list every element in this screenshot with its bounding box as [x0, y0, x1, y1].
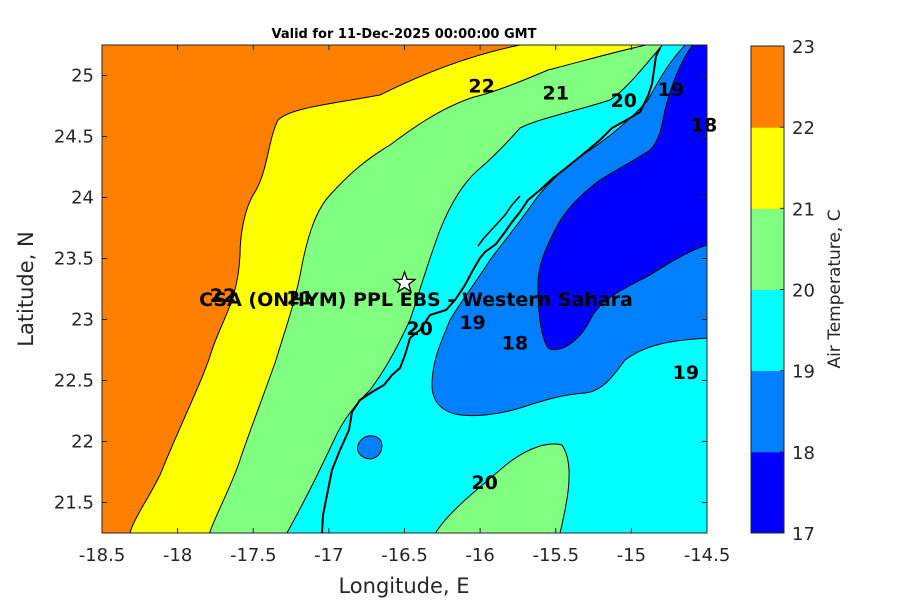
contour-label: 20 — [611, 90, 637, 112]
colorbar-segment — [751, 46, 784, 128]
y-tick-label: 25 — [71, 66, 94, 87]
band-17-18 — [537, 45, 707, 351]
x-axis-label: Longitude, E — [338, 574, 469, 598]
contour-label: 21 — [543, 83, 569, 105]
y-tick-label: 21.5 — [54, 493, 94, 514]
x-tick-label: -17.5 — [230, 545, 277, 566]
x-tick-label: -15 — [617, 545, 646, 566]
colorbar-tick-label: 17 — [792, 524, 815, 545]
station-star-icon — [392, 269, 417, 294]
colorbar-segment — [751, 451, 784, 534]
x-tick-label: -18 — [163, 545, 192, 566]
colorbar-segment — [751, 208, 784, 290]
colorbar-tick-label: 19 — [792, 362, 815, 383]
colorbar-tick-label: 21 — [792, 199, 815, 220]
colorbar-tick-label: 18 — [792, 443, 815, 464]
colorbar-label: Air Temperature, C — [825, 209, 845, 368]
y-tick-label: 23.5 — [54, 249, 94, 270]
contour-label: 19 — [657, 79, 683, 101]
axis-ticks: -18.5 -18 -17.5 -17 -16.5 -16 -15.5 -15 -14.5 21.… — [54, 45, 730, 566]
station-marker: CSA (ONHYM) PPL EBS - Western Sahara — [199, 269, 633, 311]
band-18-19-blob — [357, 435, 383, 460]
colorbar: 17 18 19 20 21 22 23 — [750, 37, 815, 545]
contour-label: 20 — [471, 472, 497, 494]
y-tick-label: 24.5 — [54, 127, 94, 148]
contour-label: 21 — [287, 288, 313, 310]
contour-label: 22 — [468, 75, 494, 97]
contour-label: 18 — [691, 114, 717, 136]
x-tick-label: -16.5 — [381, 545, 428, 566]
y-tick-label: 22 — [71, 432, 94, 453]
contour-label: 18 — [502, 333, 528, 355]
x-tick-label: -14.5 — [684, 545, 731, 566]
coastline-inlet — [477, 195, 521, 247]
x-tick-label: -18.5 — [79, 545, 126, 566]
contour-fill-layer — [102, 45, 707, 533]
x-tick-label: -15.5 — [532, 545, 579, 566]
x-tick-label: -16 — [465, 545, 494, 566]
colorbar-segment — [751, 127, 784, 209]
contour-label: 22 — [210, 285, 236, 307]
colorbar-tick-label: 22 — [792, 118, 815, 139]
coastline — [321, 47, 661, 533]
y-tick-label: 22.5 — [54, 371, 94, 392]
x-tick-label: -17 — [314, 545, 343, 566]
station-label: CSA (ONHYM) PPL EBS - Western Sahara — [199, 289, 633, 311]
y-tick-label: 24 — [71, 188, 94, 209]
colorbar-tick-label: 23 — [792, 37, 815, 58]
contour-label: 20 — [406, 318, 432, 340]
band-20-21-patch — [435, 443, 570, 533]
contour-label: 19 — [459, 312, 485, 334]
contour-label: 19 — [673, 362, 699, 384]
y-tick-label: 23 — [71, 310, 94, 331]
colorbar-segment — [751, 370, 784, 453]
y-axis-label: Latitude, N — [14, 231, 38, 347]
colorbar-tick-label: 20 — [792, 281, 815, 302]
colorbar-segment — [751, 289, 784, 372]
contour-labels: 22 22 21 21 20 20 20 19 19 19 18 18 — [210, 75, 717, 494]
chart-title: Valid for 11-Dec-2025 00:00:00 GMT — [272, 27, 537, 42]
